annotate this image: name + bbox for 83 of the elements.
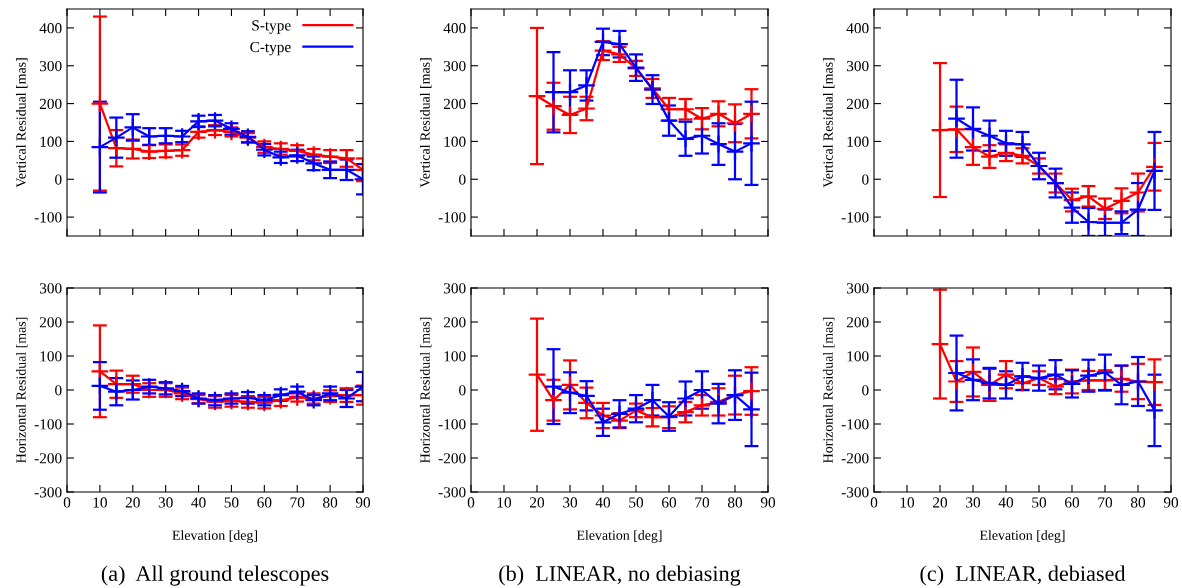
y-tick-label: 0 [862,385,869,396]
x-axis-title: Elevation [deg] [979,530,1065,543]
y-tick-label: 0 [459,174,466,185]
y-tick-label: 100 [847,351,869,362]
x-tick-label: 40 [191,497,206,508]
y-tick-label: 200 [443,98,466,110]
x-tick-label: 40 [998,497,1014,508]
y-tick-label: 100 [847,136,869,147]
y-tick-label: 300 [443,60,466,72]
x-tick-label: 50 [629,497,644,508]
y-tick-label: -100 [841,212,869,223]
y-tick-label: -200 [34,453,62,464]
x-tick-label: 90 [355,497,371,508]
x-tick-label: 0 [63,497,71,508]
y-axis-title: Vertical Residual [mas] [822,58,835,188]
y-tick-label: 0 [55,174,62,185]
x-tick-label: 50 [224,497,239,508]
y-tick-label: -200 [841,453,869,464]
y-tick-label: 400 [39,23,62,34]
x-tick-label: 80 [323,497,338,508]
x-tick-label: 0 [870,497,878,508]
y-tick-label: 300 [39,283,62,294]
y-tick-label: 100 [444,351,466,362]
y-tick-label: -200 [438,453,466,464]
x-tick-label: 20 [125,497,140,508]
x-tick-label: 30 [966,497,981,508]
y-tick-label: 100 [40,351,62,362]
y-tick-label: 300 [846,60,869,72]
y-tick-label: 0 [862,174,869,185]
y-tick-label: -300 [438,487,466,498]
y-tick-label: 100 [444,136,466,147]
y-axis-title: Horizontal Residual [mas] [15,317,28,463]
x-axis-title: Elevation [deg] [172,530,257,543]
x-tick-label: 70 [290,497,305,508]
text: (c) LINEAR, debiased [920,565,1126,586]
y-tick-label: -100 [34,419,62,430]
y-tick-label: -100 [841,419,869,430]
x-tick-label: 70 [695,497,710,508]
y-tick-label: 200 [846,98,869,110]
x-tick-label: 0 [467,497,475,508]
x-tick-label: 30 [158,497,173,508]
x-tick-label: 10 [900,497,915,508]
y-tick-label: 300 [39,60,62,72]
y-tick-label: 300 [443,283,466,294]
y-tick-label: 200 [443,317,466,328]
y-tick-label: -100 [34,212,62,223]
y-tick-label: 100 [40,136,62,147]
y-tick-label: -300 [34,487,62,498]
text: (b) LINEAR, no debiasing [499,565,741,586]
x-tick-label: 70 [1098,497,1113,508]
y-tick-label: -100 [438,212,466,223]
x-tick-label: 60 [257,497,272,508]
y-tick-label: 0 [55,385,62,396]
x-tick-label: 60 [1065,497,1080,508]
x-tick-label: 90 [1163,497,1179,508]
y-axis-title: Horizontal Residual [mas] [822,317,835,463]
legend-label: S-type [252,20,291,34]
x-tick-label: 10 [497,497,512,508]
x-tick-label: 20 [933,497,948,508]
y-tick-label: -300 [841,487,869,498]
x-axis-title: Elevation [deg] [576,530,662,543]
x-tick-label: 10 [93,497,107,508]
x-tick-label: 20 [530,497,545,508]
y-tick-label: 400 [846,23,869,34]
y-axis-title: Vertical Residual [mas] [419,58,432,188]
x-tick-label: 60 [662,497,677,508]
x-tick-label: 50 [1032,497,1047,508]
y-tick-label: 200 [846,317,869,328]
y-axis-title: Vertical Residual [mas] [15,58,28,188]
x-tick-label: 90 [760,497,776,508]
y-tick-label: 200 [39,98,62,110]
y-axis-title: Horizontal Residual [mas] [419,317,432,463]
text: (a) All ground telescopes [101,565,329,586]
legend-label: C-type [250,41,291,56]
x-tick-label: 40 [595,497,611,508]
y-tick-label: 200 [39,317,62,328]
x-tick-label: 80 [727,497,743,508]
y-tick-label: 0 [459,385,466,396]
x-tick-label: 80 [1130,497,1146,508]
y-tick-label: -100 [438,419,466,430]
y-tick-label: 300 [846,283,869,294]
x-tick-label: 30 [563,497,578,508]
y-tick-label: 400 [443,23,466,34]
